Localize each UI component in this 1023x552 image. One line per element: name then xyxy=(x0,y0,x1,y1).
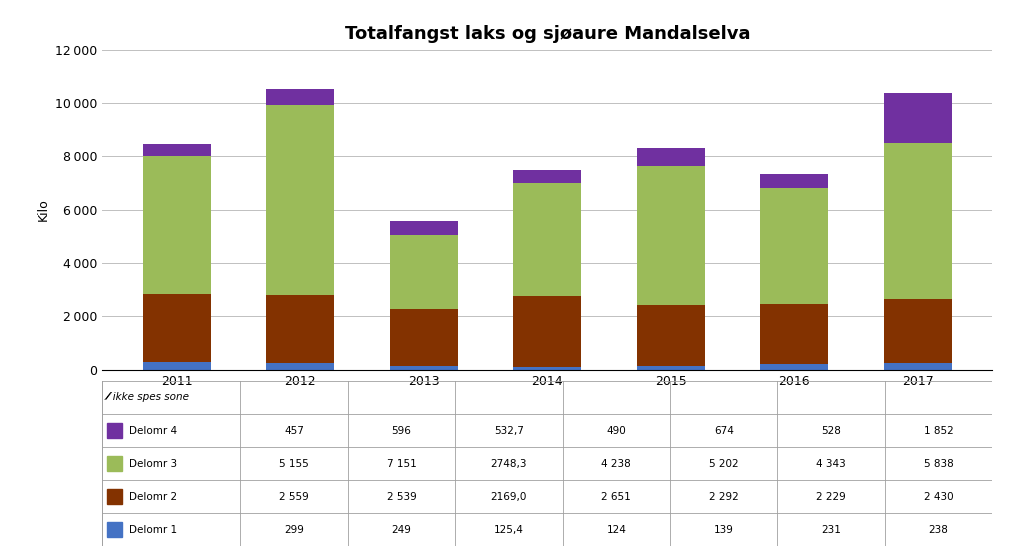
Text: 2 539: 2 539 xyxy=(387,492,416,502)
Text: 457: 457 xyxy=(284,426,304,436)
Text: 124: 124 xyxy=(607,525,626,535)
Bar xyxy=(390,309,457,367)
Text: Delomr 4: Delomr 4 xyxy=(129,426,177,436)
Bar xyxy=(106,456,122,471)
Bar xyxy=(390,235,457,309)
Bar xyxy=(760,174,829,188)
Text: Delomr 1: Delomr 1 xyxy=(129,525,177,535)
Bar xyxy=(143,144,211,156)
Text: 2 430: 2 430 xyxy=(924,492,953,502)
Bar xyxy=(637,166,705,305)
Text: 125,4: 125,4 xyxy=(494,525,524,535)
Bar xyxy=(514,183,581,296)
Text: 4 238: 4 238 xyxy=(602,459,631,469)
Bar xyxy=(760,304,829,364)
Text: 532,7: 532,7 xyxy=(494,426,524,436)
Bar xyxy=(884,363,951,370)
Bar xyxy=(143,156,211,294)
Bar xyxy=(514,296,581,367)
Text: Delomr 3: Delomr 3 xyxy=(129,459,177,469)
Bar xyxy=(106,522,122,538)
Text: 674: 674 xyxy=(714,426,733,436)
Text: 528: 528 xyxy=(821,426,841,436)
Text: 4 343: 4 343 xyxy=(816,459,846,469)
Text: 490: 490 xyxy=(607,426,626,436)
Text: 5 838: 5 838 xyxy=(924,459,953,469)
Text: Delomr 2: Delomr 2 xyxy=(129,492,177,502)
Bar xyxy=(390,221,457,235)
Bar xyxy=(514,367,581,370)
Bar xyxy=(390,367,457,370)
Text: 139: 139 xyxy=(714,525,733,535)
Text: 2 229: 2 229 xyxy=(816,492,846,502)
Bar xyxy=(760,188,829,304)
Text: 596: 596 xyxy=(392,426,411,436)
Text: 238: 238 xyxy=(929,525,948,535)
Bar xyxy=(266,105,335,295)
Text: 2 559: 2 559 xyxy=(279,492,309,502)
Bar xyxy=(106,490,122,505)
Bar xyxy=(143,362,211,370)
Bar xyxy=(143,294,211,362)
Text: 7 151: 7 151 xyxy=(387,459,416,469)
Bar xyxy=(637,148,705,166)
Bar xyxy=(884,299,951,363)
Text: 299: 299 xyxy=(284,525,304,535)
Bar xyxy=(637,305,705,366)
Text: ⁄⁄ ikke spes sone: ⁄⁄ ikke spes sone xyxy=(106,392,189,402)
Text: 5 202: 5 202 xyxy=(709,459,739,469)
Bar xyxy=(266,363,335,370)
Title: Totalfangst laks og sjøaure Mandalselva: Totalfangst laks og sjøaure Mandalselva xyxy=(345,25,750,43)
Bar xyxy=(884,143,951,299)
Bar xyxy=(106,423,122,438)
Bar xyxy=(637,366,705,370)
Text: 2 651: 2 651 xyxy=(602,492,631,502)
Bar xyxy=(266,295,335,363)
Bar xyxy=(514,169,581,183)
Text: 5 155: 5 155 xyxy=(279,459,309,469)
Text: 231: 231 xyxy=(821,525,841,535)
Text: 249: 249 xyxy=(392,525,411,535)
Bar xyxy=(760,364,829,370)
Text: 2169,0: 2169,0 xyxy=(491,492,527,502)
Text: 2 292: 2 292 xyxy=(709,492,739,502)
Text: 1 852: 1 852 xyxy=(924,426,953,436)
Bar xyxy=(884,93,951,143)
Y-axis label: Kilo: Kilo xyxy=(37,198,49,221)
Text: 2748,3: 2748,3 xyxy=(491,459,527,469)
Bar xyxy=(266,89,335,105)
